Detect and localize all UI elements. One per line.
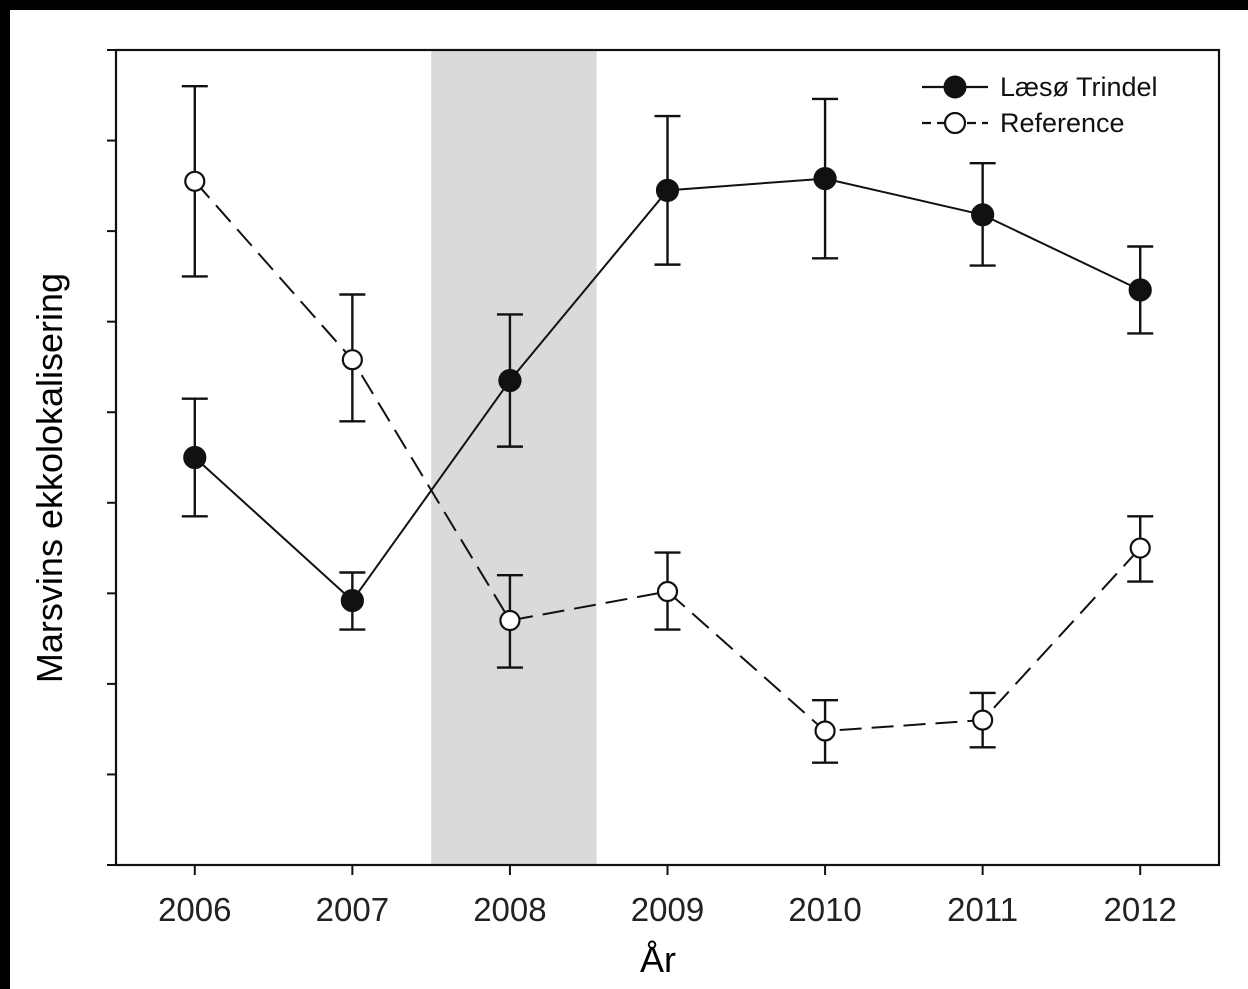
point-laeso-trindel-2007 [340,588,364,613]
x-tick-label-2007: 2007 [316,891,389,928]
series-reference [181,85,1154,764]
point-reference-2012 [1129,537,1151,559]
point-laeso-trindel-2011 [971,203,995,227]
legend-marker-laeso-trindel [943,75,967,99]
x-tick-label-2008: 2008 [473,891,546,928]
point-reference-2011 [972,709,994,731]
point-laeso-trindel-2006 [183,445,207,470]
x-axis-title: År [640,939,676,980]
x-tick-label-2010: 2010 [788,891,861,928]
point-laeso-trindel-2008 [498,368,522,393]
axes-layer: 2006 2007 2008 2009 2010 2011 2012 [107,48,1221,928]
point-laeso-trindel-2009 [655,178,680,202]
frame-top [0,0,1248,10]
point-laeso-trindel-2012 [1128,278,1152,302]
x-tick-label-2009: 2009 [631,891,704,928]
frame-left [0,0,10,989]
point-reference-2008 [499,609,521,632]
x-tick-label-2011: 2011 [947,891,1018,928]
y-axis-title: Marsvins ekkolokalisering [29,273,70,683]
point-reference-2006 [184,170,206,192]
x-tick-label-2012: 2012 [1104,891,1177,928]
legend-marker-reference [943,111,967,135]
shaded-region [431,50,597,865]
point-reference-2007 [341,349,363,371]
x-tick-label-2006: 2006 [158,891,231,928]
point-reference-2010 [814,720,836,742]
point-laeso-trindel-2010 [813,166,837,191]
legend: Læsø Trindel Reference [922,72,1158,138]
point-reference-2009 [656,580,679,603]
shaded-region-layer [431,50,597,865]
series-laeso-trindel [181,97,1154,631]
legend-label-laeso-trindel: Læsø Trindel [1000,72,1158,102]
series-layer [181,85,1154,764]
legend-label-reference: Reference [1000,108,1125,138]
